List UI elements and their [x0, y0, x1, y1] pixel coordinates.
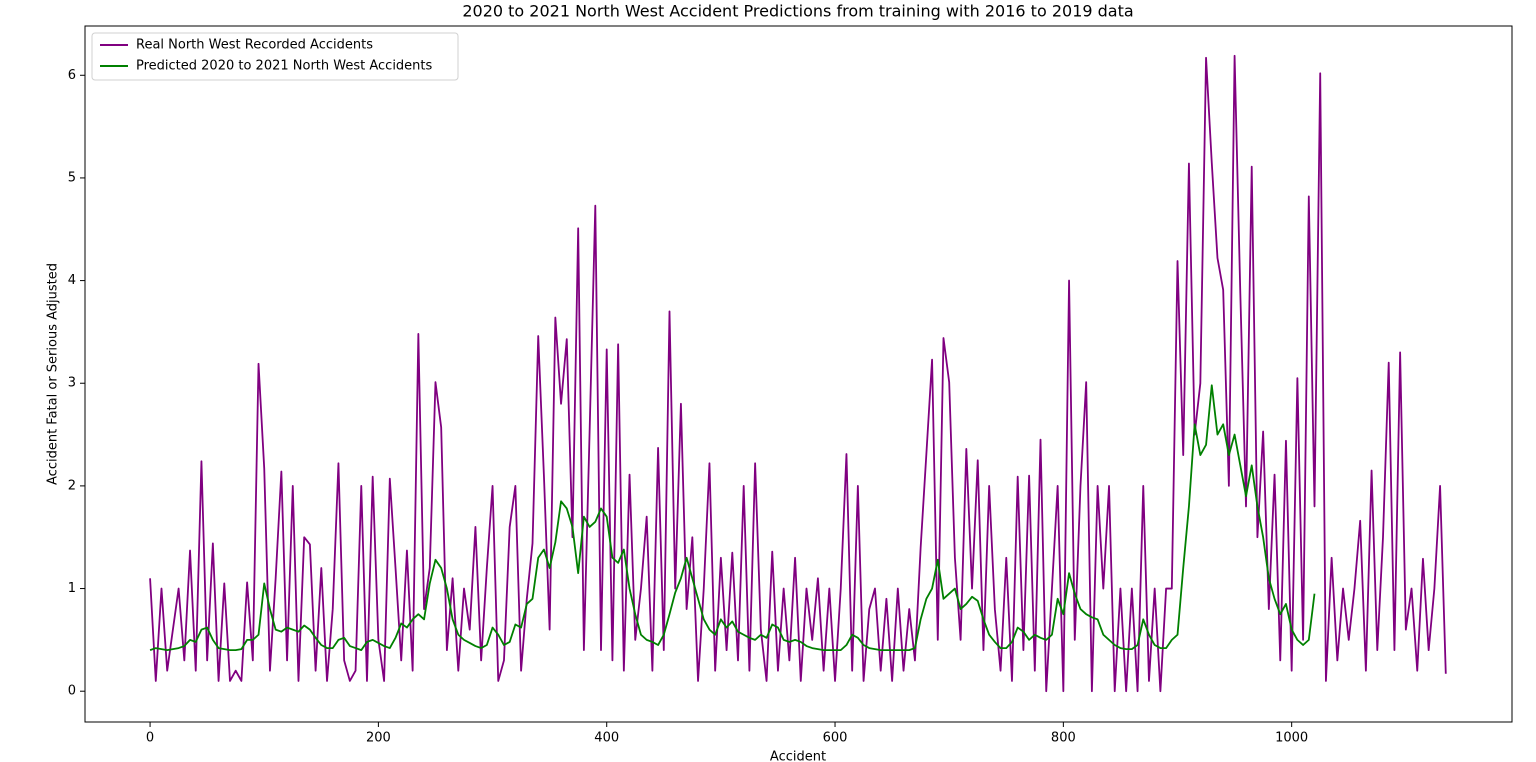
- y-tick-label: 5: [68, 170, 76, 185]
- y-tick-label: 6: [68, 68, 76, 83]
- legend-label: Predicted 2020 to 2021 North West Accide…: [136, 59, 433, 74]
- legend-box: [91, 32, 459, 81]
- chart-title: 2020 to 2021 North West Accident Predict…: [462, 2, 1133, 21]
- data-line: [149, 384, 1316, 652]
- plot-frame: [84, 25, 1513, 723]
- y-tick-label: 0: [68, 684, 76, 699]
- legend-label: Real North West Recorded Accidents: [136, 38, 373, 53]
- x-tick-label: 200: [366, 731, 391, 746]
- y-tick-label: 2: [68, 478, 76, 493]
- y-tick-label: 4: [68, 273, 76, 288]
- x-tick-label: 600: [823, 731, 848, 746]
- y-axis-label: Accident Fatal or Serious Adjusted: [46, 263, 61, 485]
- x-tick-label: 0: [146, 731, 154, 746]
- data-line: [149, 54, 1447, 693]
- x-tick-label: 800: [1051, 731, 1076, 746]
- x-tick-label: 400: [594, 731, 619, 746]
- x-tick-label: 1000: [1275, 731, 1308, 746]
- y-tick-label: 1: [68, 581, 76, 596]
- x-axis-label: Accident: [770, 750, 826, 762]
- y-tick-label: 3: [68, 376, 76, 391]
